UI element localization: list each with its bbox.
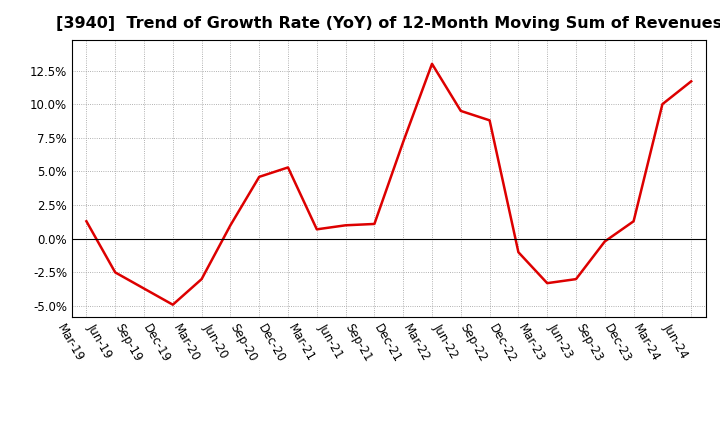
Title: [3940]  Trend of Growth Rate (YoY) of 12-Month Moving Sum of Revenues: [3940] Trend of Growth Rate (YoY) of 12-… — [55, 16, 720, 32]
